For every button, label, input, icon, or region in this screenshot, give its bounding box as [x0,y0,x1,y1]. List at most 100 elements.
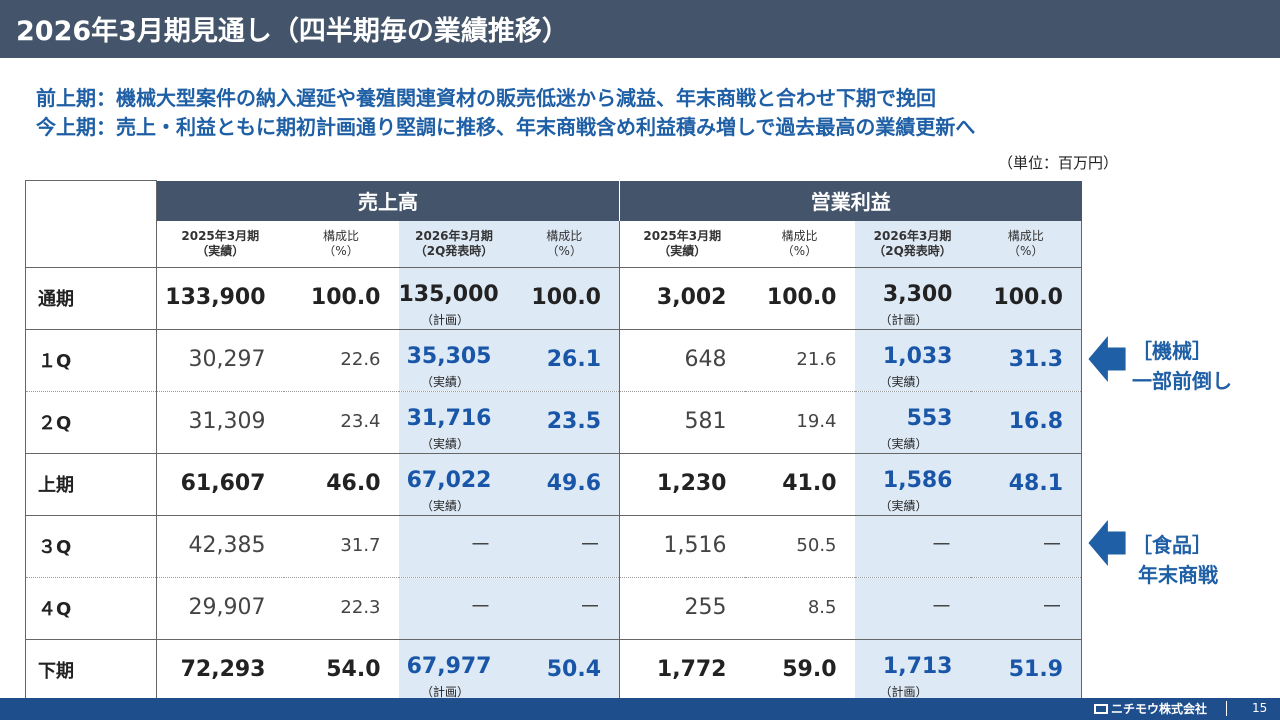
sales-ratio-fy26-cell-value: － [578,595,601,620]
op-fy25-cell-value: 1,772 [656,657,727,682]
sales-fy26-cell: － [398,515,510,578]
op-fy25-cell: 648 [619,329,745,392]
callout-food-text: 年末商戦 [1138,563,1218,587]
sales-ratio-fy26-cell: 100.0 [509,267,620,330]
sales-fy26-cell-note: （計画） [420,313,469,327]
subtitle-previous: 前上期：機械大型案件の納入遅延や養殖関連資材の販売低迷から減益、年末商戦と合わせ… [36,86,936,110]
sales-fy26-cell: 67,977 （計画） [398,639,510,702]
op-fy25-cell: 1,772 [619,639,745,702]
op-fy26-cell-value: － [930,533,953,558]
op-ratio-fy25-cell: 8.5 [744,577,855,640]
op-ratio-fy25-cell: 100.0 [744,267,855,330]
sales-ratio-fy25-cell-value: 31.7 [340,535,381,556]
op-fy26-cell-value: 1,033 [882,344,953,369]
op-fy26-cell: 1,033 （実績） [854,329,971,392]
title-bar: 2026年3月期見通し（四半期毎の業績推移） [0,0,1280,58]
table-row: 通期 133,900 100.0 135,000 （計画） 100.0 3,002 100.0… [25,267,1082,330]
op-ratio-fy26-cell: 31.3 [970,329,1082,392]
sales-fy25-cell: 42,385 [156,515,284,578]
callout-food: ［食品］ 年末商戦 [1086,518,1276,587]
sales-fy25-cell: 61,607 [156,453,284,516]
arrow-left-icon [1088,336,1126,382]
op-fy26-cell-note: （計画） [879,313,928,327]
sales-ratio-fy26-cell-value: 50.4 [546,657,601,682]
op-fy25-cell-value: 581 [684,409,727,434]
sales-fy26-cell-value: 67,022 [406,468,492,493]
sales-ratio-fy25-cell-value: 23.4 [340,411,381,432]
col-head-op-ratio-fy26: 構成比 （%） [970,220,1082,268]
sales-ratio-fy25-cell: 31.7 [283,515,399,578]
op-fy26-cell-note: （計画） [879,685,928,699]
group-header-operating-profit: 営業利益 [619,180,1082,221]
sales-fy26-cell: － [398,577,510,640]
footer-bar: ニチモウ株式会社 15 [0,698,1280,720]
op-fy25-cell: 581 [619,391,745,454]
table-row: １Q 30,297 22.6 35,305 （実績） 26.1 648 21.6 1,033 （実… [25,329,1082,392]
op-fy26-cell: 3,300 （計画） [854,267,971,330]
op-fy25-cell: 1,230 [619,453,745,516]
op-ratio-fy26-cell-value: 16.8 [1008,409,1063,434]
op-fy26-cell: 1,713 （計画） [854,639,971,702]
op-fy26-cell-value: 1,713 [882,654,953,679]
op-ratio-fy26-cell-value: 51.9 [1008,657,1063,682]
callout-machinery-text: 一部前倒し [1132,369,1232,393]
row-label: １Q [25,329,157,392]
row-label: 上期 [25,453,157,516]
col-head-sales-ratio-fy26: 構成比 （%） [509,220,620,268]
sales-fy25-cell-value: 42,385 [188,533,266,558]
sales-ratio-fy25-cell-value: 100.0 [310,285,381,310]
sales-ratio-fy25-cell: 54.0 [283,639,399,702]
logo-mark-icon [1094,704,1108,714]
sales-ratio-fy25-cell: 22.6 [283,329,399,392]
sales-ratio-fy25-cell: 46.0 [283,453,399,516]
unit-label: （単位：百万円） [998,154,1119,172]
op-fy25-cell: 255 [619,577,745,640]
op-fy26-cell: － [854,515,971,578]
page-title: 2026年3月期見通し（四半期毎の業績推移） [16,16,569,47]
sales-fy25-cell-value: 29,907 [188,595,266,620]
sales-ratio-fy26-cell-value: － [578,533,601,558]
op-ratio-fy26-cell-value: 48.1 [1008,471,1063,496]
op-fy26-cell-value: 1,586 [882,468,953,493]
row-label: 下期 [25,639,157,702]
table-row: ２Q 31,309 23.4 31,716 （実績） 23.5 581 19.4 553 （実績）… [25,391,1082,454]
sales-fy26-cell: 67,022 （実績） [398,453,510,516]
op-ratio-fy26-cell: 51.9 [970,639,1082,702]
col-head-op-fy26: 2026年3月期 （2Q発表時） [854,220,971,268]
sales-ratio-fy25-cell: 22.3 [283,577,399,640]
op-fy25-cell: 1,516 [619,515,745,578]
sales-ratio-fy26-cell: 23.5 [509,391,620,454]
sales-ratio-fy26-cell-value: 100.0 [531,285,601,310]
op-fy26-cell-note: （実績） [879,499,928,513]
results-table: 売上高 営業利益 2025年3月期 （実績） 構成比 （%） 2026年3月期 （2Q… [25,180,1082,702]
sales-ratio-fy25-cell-value: 54.0 [326,657,381,682]
row-label: ２Q [25,391,157,454]
op-ratio-fy25-cell: 50.5 [744,515,855,578]
op-ratio-fy25-cell: 19.4 [744,391,855,454]
sales-fy25-cell: 30,297 [156,329,284,392]
table-row: 上期 61,607 46.0 67,022 （実績） 49.6 1,230 41.0 1,586… [25,453,1082,516]
op-fy25-cell-value: 255 [684,595,727,620]
sales-fy25-cell-value: 61,607 [180,471,266,496]
callout-machinery: ［機械］ 一部前倒し [1086,334,1276,394]
sales-ratio-fy26-cell-value: 49.6 [546,471,601,496]
op-fy26-cell-note: （実績） [879,375,928,389]
sales-ratio-fy26-cell: － [509,577,620,640]
sales-fy26-cell-note: （計画） [420,685,469,699]
col-head-sales-fy26: 2026年3月期 （2Q発表時） [398,220,510,268]
sales-fy25-cell: 29,907 [156,577,284,640]
op-ratio-fy26-cell-value: 100.0 [993,285,1063,310]
sales-ratio-fy25-cell-value: 46.0 [326,471,381,496]
op-ratio-fy25-cell-value: 21.6 [796,349,837,370]
op-ratio-fy26-cell: 16.8 [970,391,1082,454]
col-head-sales-ratio-fy25: 構成比 （%） [283,220,399,268]
sales-fy26-cell-value: 35,305 [406,344,492,369]
sales-fy26-cell-note: （実績） [420,499,469,513]
op-ratio-fy25-cell: 41.0 [744,453,855,516]
row-label: ３Q [25,515,157,578]
op-ratio-fy25-cell-value: 19.4 [796,411,837,432]
op-ratio-fy26-cell: 100.0 [970,267,1082,330]
sales-fy26-cell-note: （実績） [420,375,469,389]
sales-ratio-fy26-cell: － [509,515,620,578]
col-head-op-ratio-fy25: 構成比 （%） [744,220,855,268]
